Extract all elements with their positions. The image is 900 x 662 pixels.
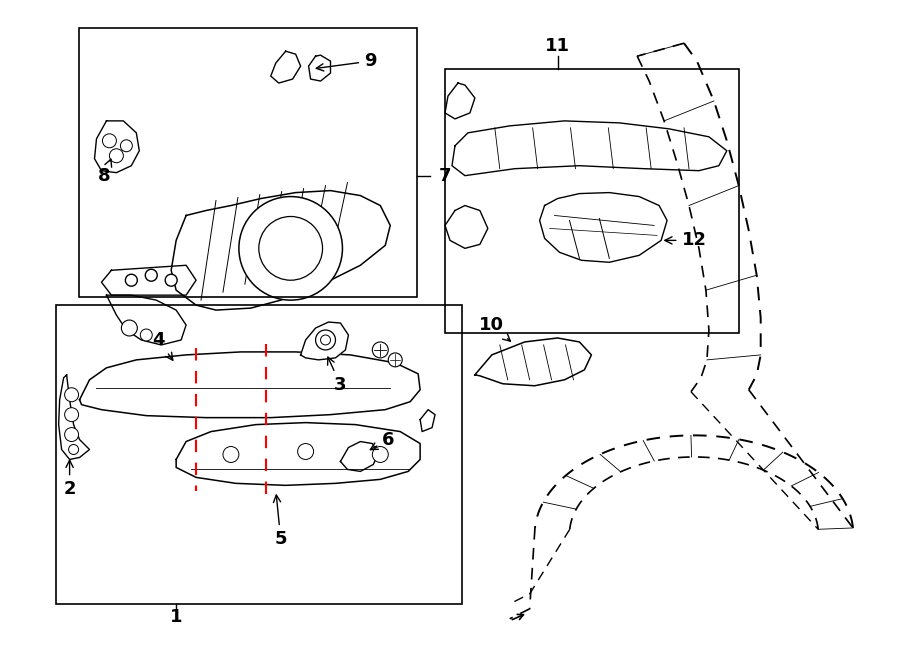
Circle shape — [373, 446, 388, 463]
Polygon shape — [309, 55, 330, 81]
Polygon shape — [102, 265, 196, 295]
Polygon shape — [540, 193, 667, 262]
Circle shape — [316, 330, 336, 350]
Polygon shape — [475, 338, 591, 386]
Bar — [56, 305, 462, 604]
Polygon shape — [271, 51, 301, 83]
Circle shape — [121, 140, 132, 152]
Circle shape — [320, 335, 330, 345]
Polygon shape — [106, 295, 186, 345]
Circle shape — [298, 444, 313, 459]
Text: 6: 6 — [370, 430, 394, 449]
Circle shape — [238, 197, 343, 300]
Text: 8: 8 — [98, 159, 112, 185]
Circle shape — [125, 274, 138, 286]
Circle shape — [65, 388, 78, 402]
Polygon shape — [445, 205, 488, 248]
Bar — [78, 28, 417, 297]
Polygon shape — [452, 121, 727, 175]
Circle shape — [140, 329, 152, 341]
Circle shape — [122, 320, 138, 336]
Text: 10: 10 — [480, 316, 510, 341]
Circle shape — [373, 342, 388, 358]
Text: 3: 3 — [328, 357, 346, 394]
Text: 11: 11 — [545, 37, 570, 55]
Polygon shape — [171, 191, 391, 310]
Polygon shape — [176, 422, 420, 485]
Circle shape — [259, 216, 322, 280]
Circle shape — [223, 446, 238, 463]
Circle shape — [110, 149, 123, 163]
Text: 4: 4 — [152, 331, 173, 360]
Circle shape — [65, 408, 78, 422]
Circle shape — [103, 134, 116, 148]
Polygon shape — [58, 375, 89, 459]
Polygon shape — [94, 121, 140, 173]
Text: 2: 2 — [63, 460, 76, 498]
Circle shape — [65, 428, 78, 442]
Circle shape — [145, 269, 158, 281]
Circle shape — [388, 353, 402, 367]
Text: 1: 1 — [170, 608, 183, 626]
Bar — [445, 69, 739, 333]
Text: 12: 12 — [665, 232, 706, 250]
Text: 5: 5 — [274, 495, 287, 548]
Polygon shape — [79, 352, 420, 418]
Text: 7: 7 — [439, 167, 451, 185]
Polygon shape — [301, 322, 348, 360]
Polygon shape — [340, 442, 378, 471]
Polygon shape — [445, 83, 475, 119]
Circle shape — [68, 444, 78, 455]
Circle shape — [166, 274, 177, 286]
Text: 9: 9 — [316, 52, 376, 71]
